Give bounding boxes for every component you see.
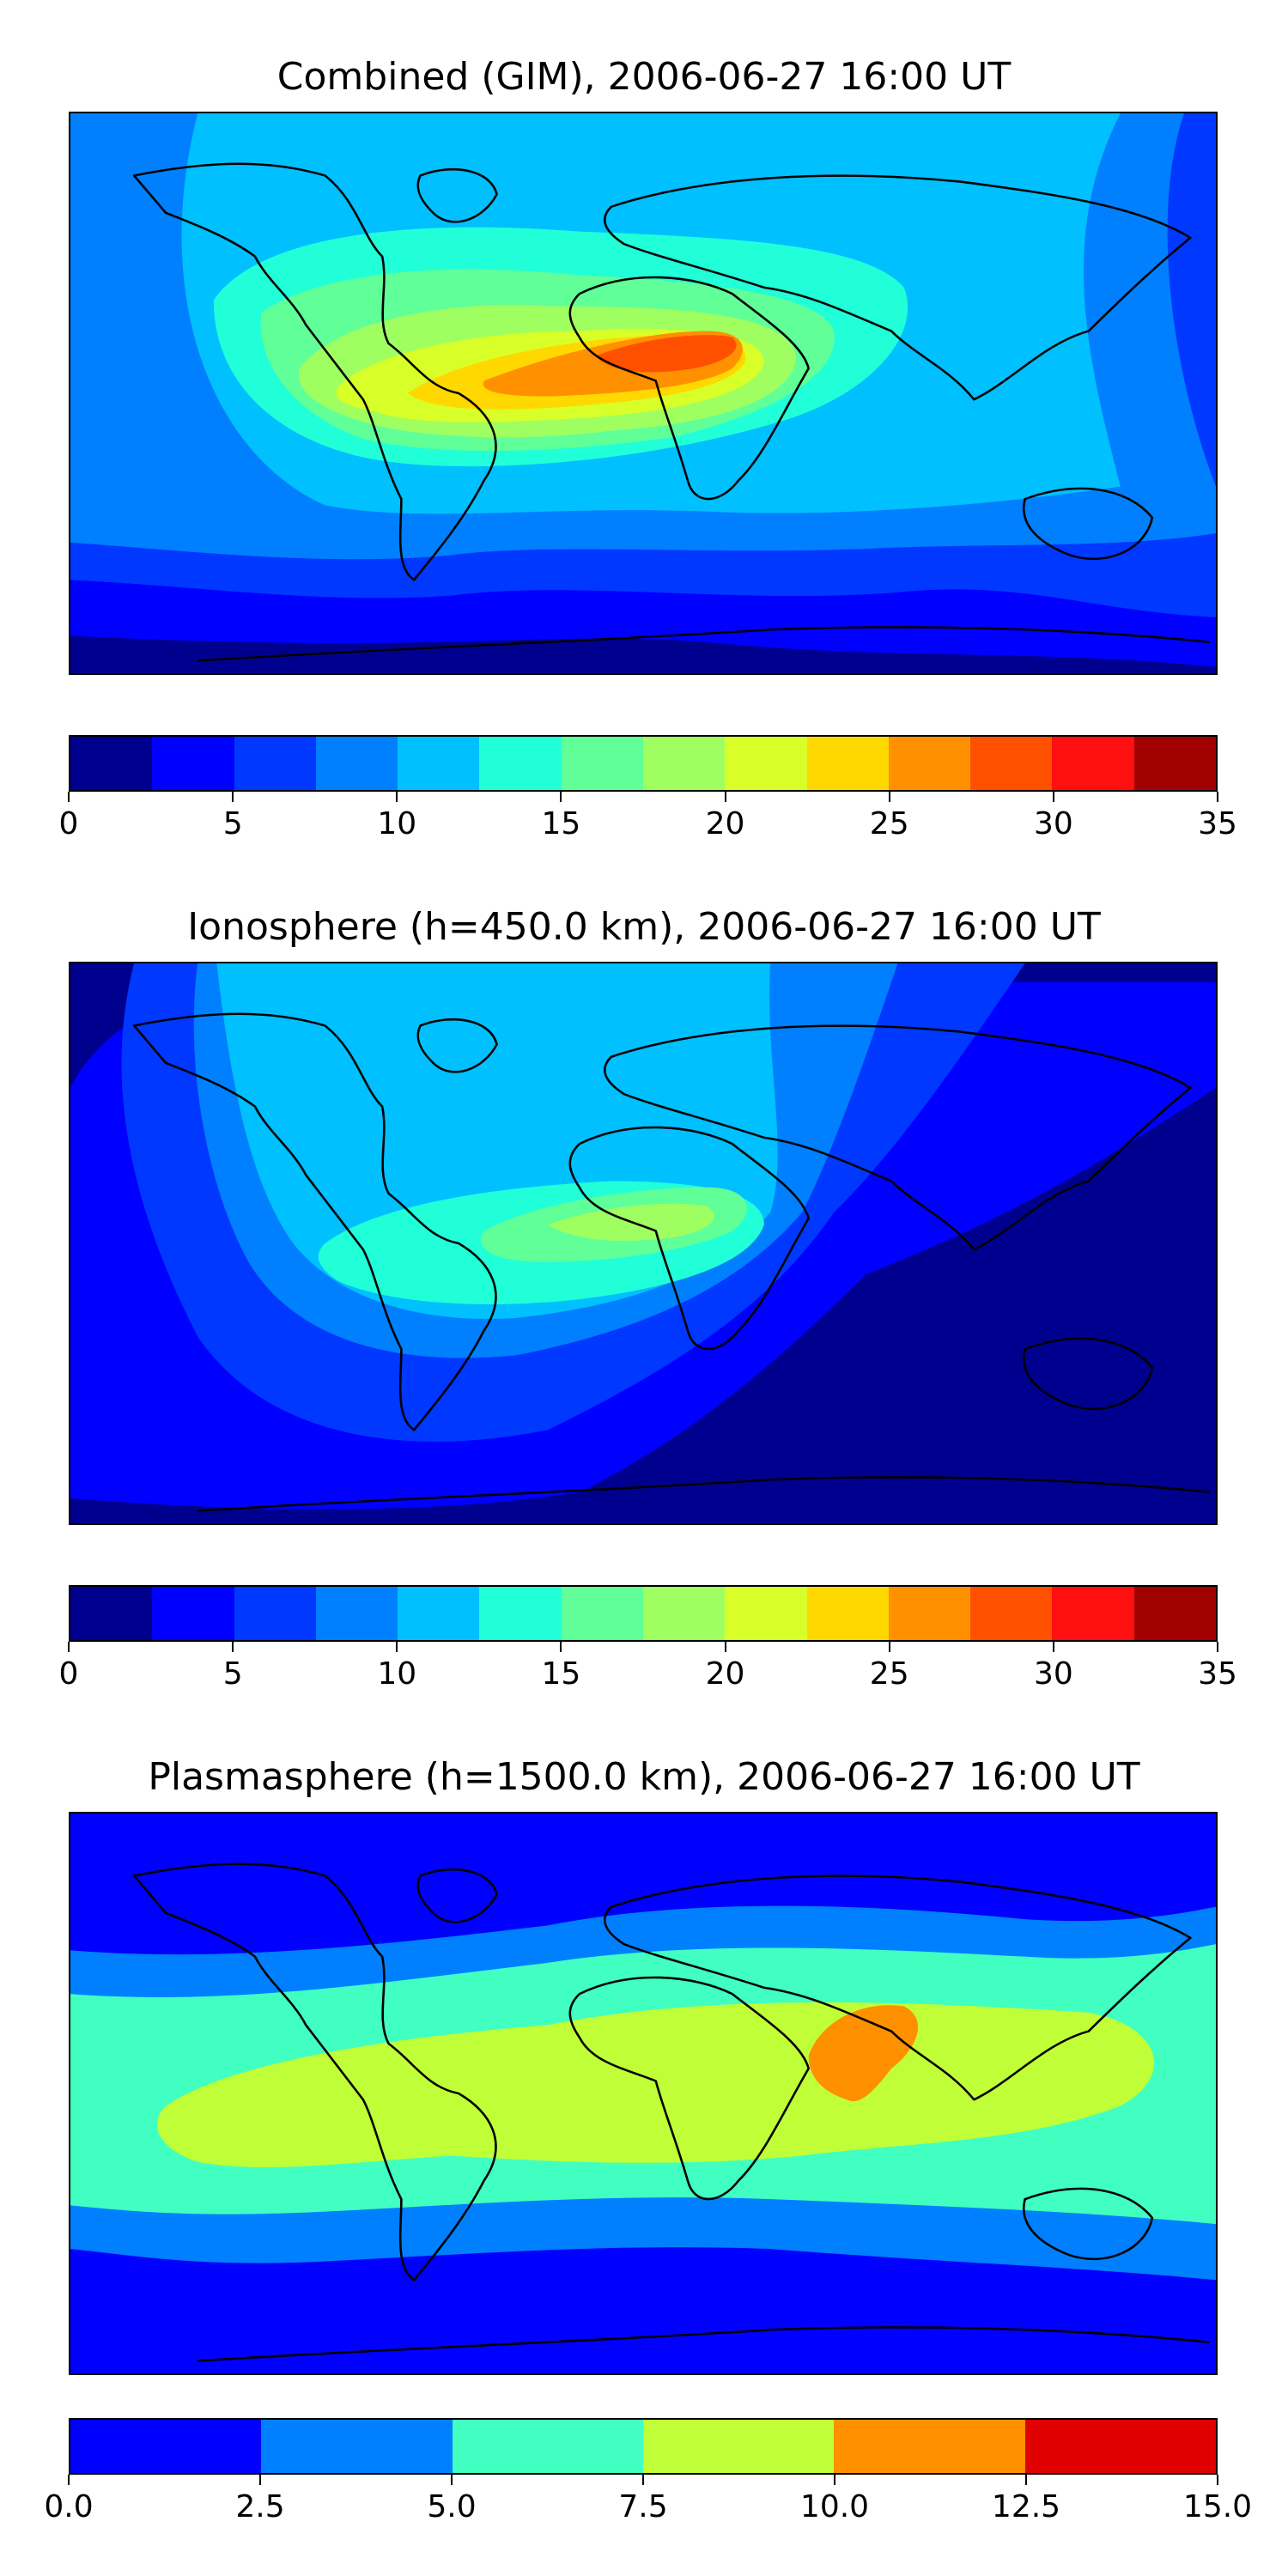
tick-label: 25 — [869, 1656, 909, 1692]
tick-mark — [1052, 792, 1054, 802]
colorbar-segment — [479, 1587, 562, 1640]
colorbar-segment — [1133, 737, 1216, 790]
tick-mark — [1025, 2475, 1027, 2485]
colorbar-ticks-combined: 0 5 10 15 20 25 30 35 — [59, 792, 1237, 843]
tick-mark — [1217, 1642, 1218, 1652]
coastlines — [132, 1862, 1210, 2362]
tick-mark — [1052, 1642, 1054, 1652]
tick-label: 15 — [541, 806, 581, 841]
colorbar-ticks-plasmasphere: 0.0 2.5 5.0 7.5 10.0 12.5 15.0 — [44, 2475, 1252, 2526]
map-ionosphere — [69, 962, 1218, 1525]
tec-contour-map-ionosphere — [70, 963, 1216, 1523]
tick-mark — [642, 2475, 644, 2485]
colorbar-segment — [834, 2420, 1025, 2473]
map-plasmasphere — [69, 1812, 1218, 2375]
tick-mark — [68, 1642, 70, 1652]
coastlines — [132, 1012, 1210, 1512]
tick-label: 10 — [377, 806, 417, 841]
colorbar-segment — [315, 737, 398, 790]
map-combined — [69, 112, 1218, 675]
tick-label: 7.5 — [618, 2489, 668, 2524]
tick-label: 15.0 — [1182, 2489, 1253, 2524]
colorbar-segment — [234, 1587, 316, 1640]
colorbar-ticks-ionosphere: 0 5 10 15 20 25 30 35 — [59, 1642, 1237, 1693]
tick-mark — [1217, 2475, 1218, 2485]
tick-label: 5.0 — [427, 2489, 477, 2524]
colorbar-plasmasphere — [69, 2418, 1218, 2475]
tick-mark — [451, 2475, 453, 2485]
tick-mark — [68, 792, 70, 802]
tick-mark — [560, 792, 562, 802]
colorbar-segment — [642, 2420, 835, 2473]
colorbar-segment — [1052, 737, 1134, 790]
colorbar-segment — [234, 737, 316, 790]
coastlines — [132, 162, 1210, 662]
colorbar-segment — [261, 2420, 453, 2473]
colorbar-segment — [642, 1587, 726, 1640]
colorbar-segment — [806, 737, 889, 790]
colorbar-segment — [70, 1587, 153, 1640]
tick-mark — [888, 792, 890, 802]
panel-title-ionosphere: Ionosphere (h=450.0 km), 2006-06-27 16:0… — [187, 905, 1101, 949]
tec-contour-map-combined — [70, 113, 1216, 673]
tick-mark — [68, 2475, 70, 2485]
colorbar-segment — [888, 737, 971, 790]
tick-label: 10 — [377, 1656, 417, 1692]
colorbar-segment — [452, 2420, 643, 2473]
colorbar-segment — [398, 737, 480, 790]
colorbar-segment — [1052, 1587, 1134, 1640]
tick-label: 5 — [222, 1656, 243, 1692]
tick-label: 5 — [222, 806, 243, 841]
tick-mark — [259, 2475, 261, 2485]
tick-mark — [888, 1642, 890, 1652]
tick-label: 15 — [541, 1656, 581, 1692]
colorbar-ionosphere — [69, 1585, 1218, 1642]
tick-mark — [1217, 792, 1218, 802]
colorbar-segment — [70, 2420, 262, 2473]
tick-label: 0 — [58, 1656, 79, 1692]
colorbar-segment — [642, 737, 726, 790]
tick-mark — [560, 1642, 562, 1652]
colorbar-segment — [70, 737, 153, 790]
colorbar-segment — [888, 1587, 971, 1640]
tick-mark — [396, 1642, 398, 1652]
panel-title-combined: Combined (GIM), 2006-06-27 16:00 UT — [276, 55, 1012, 99]
colorbar-segment — [806, 1587, 889, 1640]
colorbar-segment — [315, 1587, 398, 1640]
tick-label: 0 — [58, 806, 79, 841]
colorbar-segment — [970, 1587, 1053, 1640]
colorbar-segment — [398, 1587, 480, 1640]
tick-label: 10.0 — [799, 2489, 870, 2524]
tick-label: 2.5 — [235, 2489, 285, 2524]
colorbar-combined — [69, 735, 1218, 792]
tick-label: 20 — [705, 1656, 745, 1692]
tick-label: 25 — [869, 806, 909, 841]
tick-label: 30 — [1033, 1656, 1073, 1692]
colorbar-segment — [479, 737, 562, 790]
colorbar-segment — [725, 737, 807, 790]
tick-label: 35 — [1198, 806, 1237, 841]
colorbar-segment — [1024, 2420, 1216, 2473]
colorbar-segment — [561, 737, 643, 790]
tick-mark — [724, 792, 726, 802]
colorbar-segment — [1133, 1587, 1216, 1640]
colorbar-segment — [970, 737, 1053, 790]
colorbar-segment — [561, 1587, 643, 1640]
panel-title-plasmasphere: Plasmasphere (h=1500.0 km), 2006-06-27 1… — [148, 1755, 1140, 1799]
colorbar-segment — [725, 1587, 807, 1640]
tick-mark — [834, 2475, 835, 2485]
tick-label: 30 — [1033, 806, 1073, 841]
colorbar-segment — [152, 737, 234, 790]
tick-label: 0.0 — [44, 2489, 94, 2524]
tick-label: 20 — [705, 806, 745, 841]
tick-mark — [396, 792, 398, 802]
tick-label: 35 — [1198, 1656, 1237, 1692]
tick-mark — [232, 792, 234, 802]
tick-mark — [232, 1642, 234, 1652]
tec-contour-map-plasmasphere — [70, 1814, 1216, 2373]
tick-mark — [724, 1642, 726, 1652]
tick-label: 12.5 — [991, 2489, 1061, 2524]
colorbar-segment — [152, 1587, 234, 1640]
